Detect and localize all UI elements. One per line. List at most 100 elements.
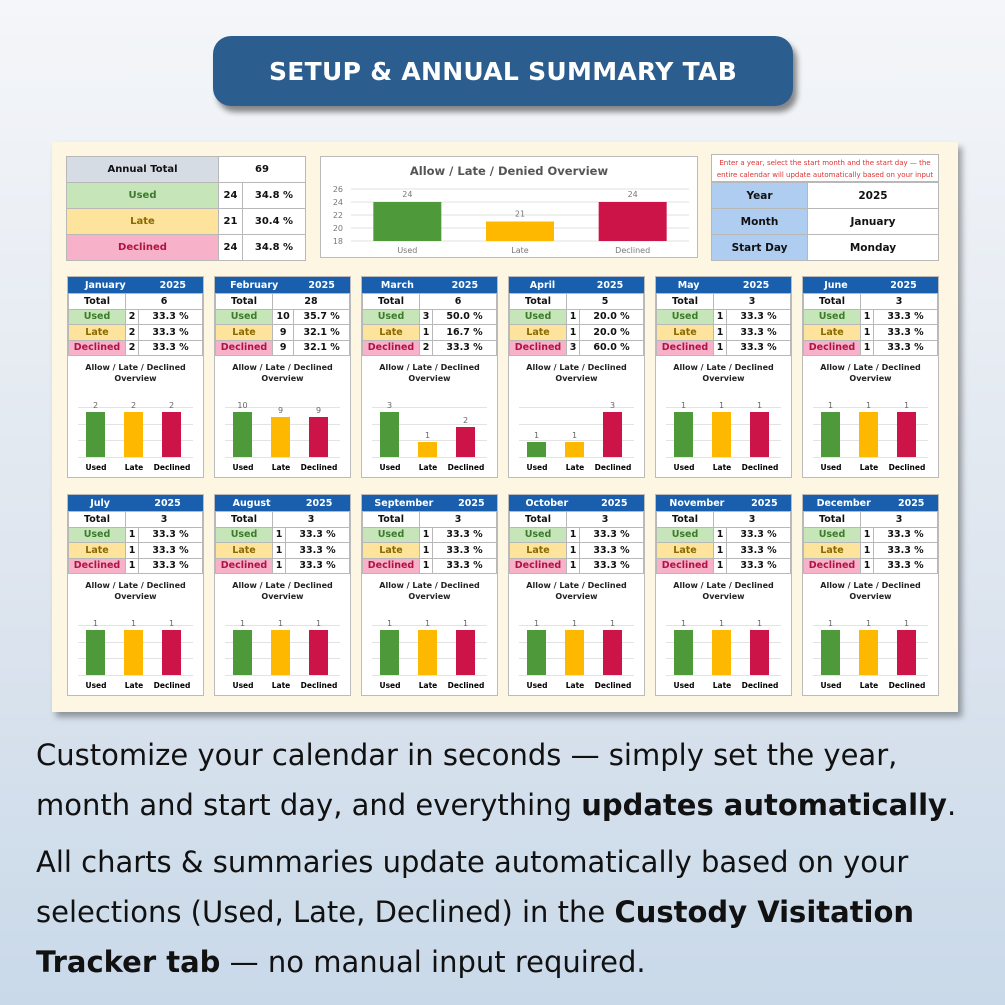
bar-late [271, 416, 290, 457]
year-input[interactable]: 2025 [807, 182, 939, 209]
declined-label: Declined [509, 339, 567, 356]
used-pct: 34.8 % [241, 182, 307, 209]
start-day-select[interactable]: Monday [807, 234, 939, 261]
month-year: 2025 [742, 279, 770, 291]
bar-value-label: 1 [680, 619, 687, 628]
x-label-late: Late [565, 463, 585, 472]
declined-label: Declined [362, 557, 420, 574]
gridline [372, 407, 487, 408]
month-year: 2025 [305, 497, 333, 509]
declined-pct: 33.3 % [726, 557, 791, 574]
gridline [372, 625, 487, 626]
x-label-late: Late [124, 463, 144, 472]
bar-value-label: 1 [130, 619, 137, 628]
month-summary-table: Total 6 Used 2 33.3 % Late 2 33.3 % Declined 2 33.… [68, 293, 203, 356]
total-value: 3 [713, 293, 791, 310]
gridline [225, 457, 340, 458]
late-count: 1 [565, 542, 581, 559]
month-year: 2025 [451, 279, 479, 291]
declined-label: Declined [215, 339, 273, 356]
mini-chart-title: Allow / Late / Declined Overview [85, 363, 186, 383]
bar-value-label: 1 [903, 619, 910, 628]
used-pct: 33.3 % [432, 526, 497, 543]
bar-value-label: 1 [239, 619, 246, 628]
used-label: Used [68, 526, 126, 543]
x-label-used: Used [379, 463, 401, 472]
month-card-september: September 2025 Total 3 Used 1 33.3 % Late 1 33.3 … [361, 494, 498, 696]
bar-used [527, 442, 546, 457]
gridline [666, 407, 781, 408]
x-label-late: Late [124, 681, 144, 690]
month-name: October [525, 497, 569, 509]
x-label-used: Used [673, 463, 695, 472]
month-name: April [529, 279, 556, 291]
month-select[interactable]: January [807, 208, 939, 235]
month-header: May 2025 [656, 277, 791, 293]
declined-label: Declined [68, 557, 126, 574]
x-label-declined: Declined [741, 463, 779, 472]
bar-value-label: 1 [609, 619, 616, 628]
used-count: 1 [859, 308, 875, 325]
month-year: 2025 [897, 497, 925, 509]
month-header: April 2025 [509, 277, 644, 293]
late-label: Late [66, 208, 219, 235]
bar-declined [750, 412, 769, 457]
late-label: Late [215, 324, 273, 341]
used-count: 1 [565, 526, 581, 543]
bar-value-label: 1 [718, 619, 725, 628]
gridline [372, 423, 487, 425]
month-card-october: October 2025 Total 3 Used 1 33.3 % Late 1 33.3 % D… [508, 494, 645, 696]
gridline [519, 440, 634, 442]
month-name: September [374, 497, 434, 509]
total-label: Total [362, 293, 420, 310]
declined-pct: 60.0 % [579, 339, 644, 356]
month-card-november: November 2025 Total 3 Used 1 33.3 % Late 1 33.3 %… [655, 494, 792, 696]
mini-chart-title: Allow / Late / Declined Overview [379, 581, 480, 601]
gridline [225, 625, 340, 626]
bar-value-label: 10 [237, 401, 248, 410]
declined-label: Declined [68, 339, 126, 356]
spreadsheet-preview: Annual Total 69 Used 24 34.8 % Late 21 30.4 %… [52, 142, 958, 712]
bar-value-label: 1 [462, 619, 469, 628]
total-value: 3 [860, 293, 938, 310]
x-label-late: Late [418, 681, 438, 690]
gridline [813, 675, 928, 676]
bar-value-label: 1 [92, 619, 99, 628]
month-header: June 2025 [803, 277, 938, 293]
declined-pct: 33.3 % [432, 557, 497, 574]
bar-late [859, 412, 878, 457]
month-year: 2025 [890, 279, 917, 291]
used-count: 1 [712, 308, 728, 325]
bar-value-label: 1 [424, 619, 431, 628]
gridline [666, 675, 781, 676]
description-paragraph-2: All charts & summaries update automatica… [36, 837, 976, 987]
used-count: 1 [565, 308, 581, 325]
declined-count: 24 [218, 234, 243, 261]
bar-value-label: 3 [386, 401, 393, 410]
gridline [78, 675, 193, 676]
gridline [372, 440, 487, 442]
late-pct: 20.0 % [579, 324, 644, 341]
bar-declined [750, 630, 769, 675]
month-name: February [230, 279, 279, 291]
declined-count: 3 [565, 339, 581, 356]
gridline [666, 625, 781, 626]
bar-value-label: 21 [515, 210, 525, 219]
late-label: Late [509, 542, 567, 559]
declined-pct: 33.3 % [138, 339, 203, 356]
bar-value-label: 1 [424, 431, 431, 440]
month-summary-table: Total 3 Used 1 33.3 % Late 1 33.3 % Declined 1 33.… [509, 511, 644, 574]
x-label-late: Late [712, 681, 732, 690]
bar-late [124, 412, 143, 457]
month-name: January [84, 279, 126, 291]
used-label: Used [68, 308, 126, 325]
late-pct: 33.3 % [138, 542, 203, 559]
total-label: Total [509, 511, 567, 528]
x-label-late: Late [859, 681, 879, 690]
total-label: Total [215, 293, 273, 310]
month-summary-table: Total 3 Used 1 33.3 % Late 1 33.3 % Declined 1 33.… [656, 511, 791, 574]
month-card-august: August 2025 Total 3 Used 1 33.3 % Late 1 33.3 % De… [214, 494, 351, 696]
start-day-label: Start Day [711, 234, 808, 261]
mini-chart-title: Allow / Late / Declined Overview [85, 581, 186, 601]
used-label: Used [509, 308, 567, 325]
